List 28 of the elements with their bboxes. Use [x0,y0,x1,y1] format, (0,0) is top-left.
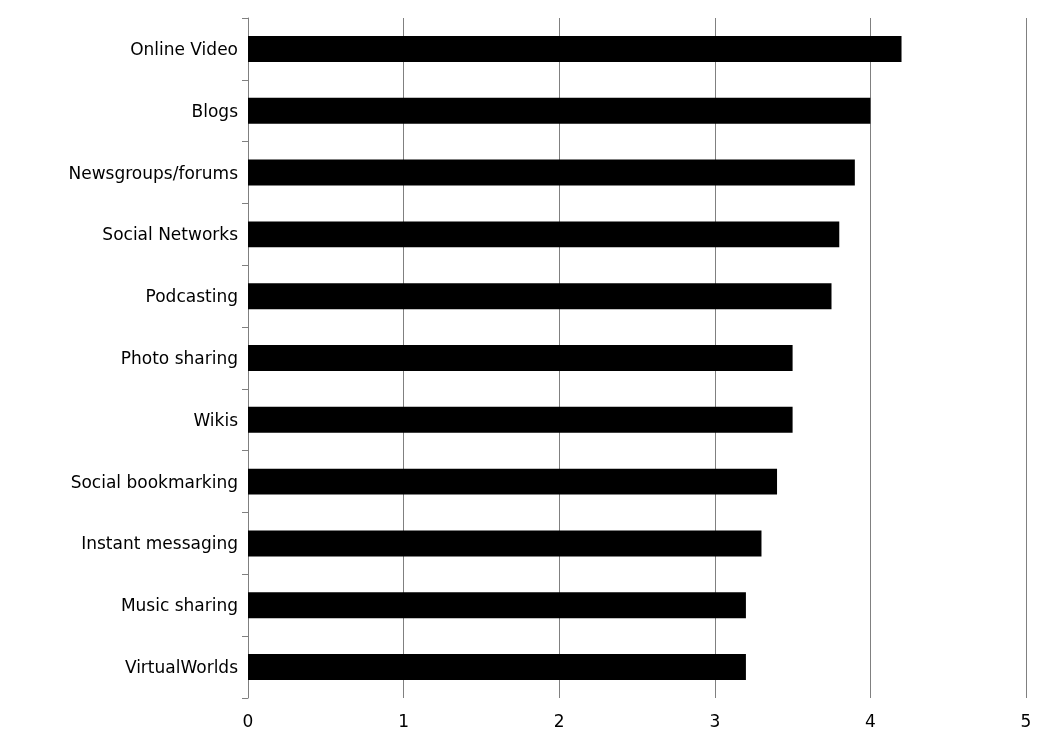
y-tick-label: Photo sharing [120,348,238,368]
x-tick-label: 3 [709,710,721,731]
y-tick-label: Music sharing [120,595,238,616]
bar [248,406,793,433]
y-tick-label: Blogs [191,100,239,121]
y-tick-label: Newsgroups/forums [68,162,239,183]
bar [248,221,840,248]
y-tick-label: Instant messaging [81,533,238,554]
y-tick-label: Social Networks [102,224,239,245]
y-tick-label: Online Video [130,38,238,59]
y-tick-label: Wikis [193,409,239,430]
bar [248,283,832,310]
bar [248,654,746,681]
y-tick-label: Social bookmarking [70,471,238,492]
bar [248,530,762,557]
x-tick-label: 4 [864,710,876,731]
x-tick-label: 5 [1020,710,1032,731]
bar [248,345,793,371]
bar [248,97,871,124]
bar [248,592,746,619]
bar [248,35,902,62]
y-tick-label: Podcasting [145,286,238,307]
x-tick-label: 1 [398,710,410,731]
x-tick-label: 0 [242,710,254,731]
bar [248,468,778,495]
bar [248,159,855,186]
x-tick-label: 2 [553,710,565,731]
y-tick-label: VirtualWorlds [124,657,239,678]
